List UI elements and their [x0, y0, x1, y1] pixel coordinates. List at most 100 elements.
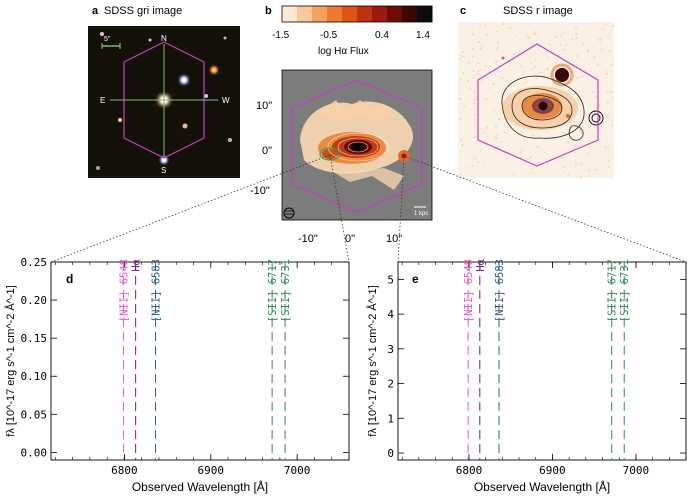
noise-speck [477, 70, 480, 73]
noise-speck [545, 131, 548, 134]
colorbar-tick-label: -0.5 [320, 30, 338, 41]
noise-speck [578, 77, 580, 79]
noise-speck [472, 70, 475, 72]
noise-speck [527, 158, 529, 161]
noise-speck [474, 143, 476, 145]
noise-speck [529, 157, 531, 159]
noise-speck [476, 73, 478, 76]
y-tick-label: 0.00 [21, 446, 48, 459]
noise-speck [574, 151, 577, 154]
noise-speck [512, 53, 515, 55]
noise-speck [599, 104, 601, 107]
colorbar-swatch [417, 6, 433, 22]
noise-speck [483, 164, 486, 167]
noise-speck [611, 96, 613, 99]
noise-speck [480, 48, 482, 50]
panel-c-title: SDSS r image [503, 5, 573, 17]
spectrum-panel-e: e 6800 6900 7000 0 1 2 3 4 5 Observed Wavelengt… [366, 258, 687, 494]
noise-speck [529, 171, 532, 174]
noise-speck [589, 147, 591, 150]
noise-speck [496, 41, 499, 44]
y-tick-label: 4 [387, 308, 394, 321]
y-axis-label-d: fλ [10^-17 erg s^-1 cm^-2 Å^-1] [4, 285, 17, 436]
noise-speck [574, 143, 577, 146]
y-tick-label: 2 [387, 378, 394, 391]
noise-speck [480, 68, 483, 71]
noise-speck [472, 48, 474, 50]
y-axis-ticks-e: 0 1 2 3 4 5 [387, 273, 686, 460]
x-tick-label: 6800 [456, 464, 483, 477]
noise-speck [549, 43, 551, 45]
ifu-hexagon-b [291, 79, 423, 213]
y-tick-label: 0.05 [21, 408, 48, 421]
panel-letter-b: b [265, 5, 272, 17]
noise-speck [513, 85, 516, 87]
colorbar-ticks: -1.5 -0.5 0.4 1.4 [272, 30, 430, 41]
noise-speck [611, 120, 614, 123]
noise-speck [496, 134, 498, 136]
noise-speck [467, 79, 469, 82]
x-axis-label-e: Observed Wavelength [Å] [474, 479, 610, 494]
noise-speck [471, 33, 474, 36]
noise-speck [472, 55, 474, 57]
colorbar-swatch [372, 6, 388, 22]
y-tick-label: 5 [387, 273, 394, 286]
noise-speck [481, 78, 484, 81]
noise-speck [612, 153, 614, 156]
x-axis-label-d: Observed Wavelength [Å] [132, 479, 268, 494]
colorbar-swatch [282, 6, 298, 22]
noise-speck [610, 63, 613, 66]
noise-speck [460, 139, 462, 142]
noise-speck [545, 68, 548, 71]
noise-speck [555, 36, 557, 38]
noise-speck [521, 149, 523, 152]
noise-speck [605, 23, 607, 25]
panel-a: a SDSS gri image N S E W 5 [88, 5, 240, 178]
emission-line-label: [SII] 6717 [267, 259, 279, 322]
noise-speck [559, 43, 562, 46]
colorbar-swatch [387, 6, 403, 22]
noise-speck [485, 98, 488, 100]
noise-speck [566, 140, 569, 143]
noise-speck [463, 105, 466, 108]
noise-speck [511, 39, 513, 41]
y-tick-label: 0.10 [21, 370, 48, 383]
noise-speck [534, 58, 537, 60]
noise-speck [535, 162, 538, 165]
noise-speck [496, 91, 499, 93]
noise-speck [526, 34, 529, 37]
spectrum-panel-d: d 6800 6900 7000 0.000.050.100.150.200.25 … [4, 256, 350, 494]
noise-speck [504, 131, 506, 134]
noise-speck [522, 71, 525, 73]
noise-speck [576, 77, 579, 79]
x-tick-label: 0" [345, 233, 355, 245]
noise-speck [467, 62, 470, 65]
noise-speck [480, 81, 483, 83]
noise-speck [582, 43, 584, 46]
noise-speck [593, 56, 596, 58]
noise-speck [560, 156, 563, 159]
panel-c: c SDSS r image [458, 5, 615, 178]
noise-speck [546, 56, 549, 58]
noise-speck [604, 146, 607, 149]
noise-speck [607, 146, 610, 148]
y-axis-ticks-d: 0.00 0.05 0.10 0.15 0.20 0.25 [21, 256, 349, 459]
x-tick-label: 6900 [539, 464, 566, 477]
noise-speck [571, 38, 573, 41]
x-tick-label: 6900 [198, 464, 225, 477]
colorbar-tick-label: -1.5 [272, 30, 290, 41]
noise-speck [554, 62, 557, 64]
noise-speck [495, 126, 497, 129]
noise-speck [586, 49, 589, 51]
noise-speck [606, 73, 608, 75]
noise-speck [479, 73, 481, 75]
noise-speck [562, 171, 564, 173]
noise-speck [612, 25, 615, 27]
panel-b-y-ticks: 10" 0" -10" [250, 100, 272, 197]
noise-speck [473, 121, 476, 123]
noise-speck [526, 81, 529, 83]
noise-speck [600, 41, 602, 43]
emission-line-label: [SII] 6731 [280, 259, 292, 322]
noise-speck [500, 141, 503, 143]
colorbar-swatch [297, 6, 313, 22]
